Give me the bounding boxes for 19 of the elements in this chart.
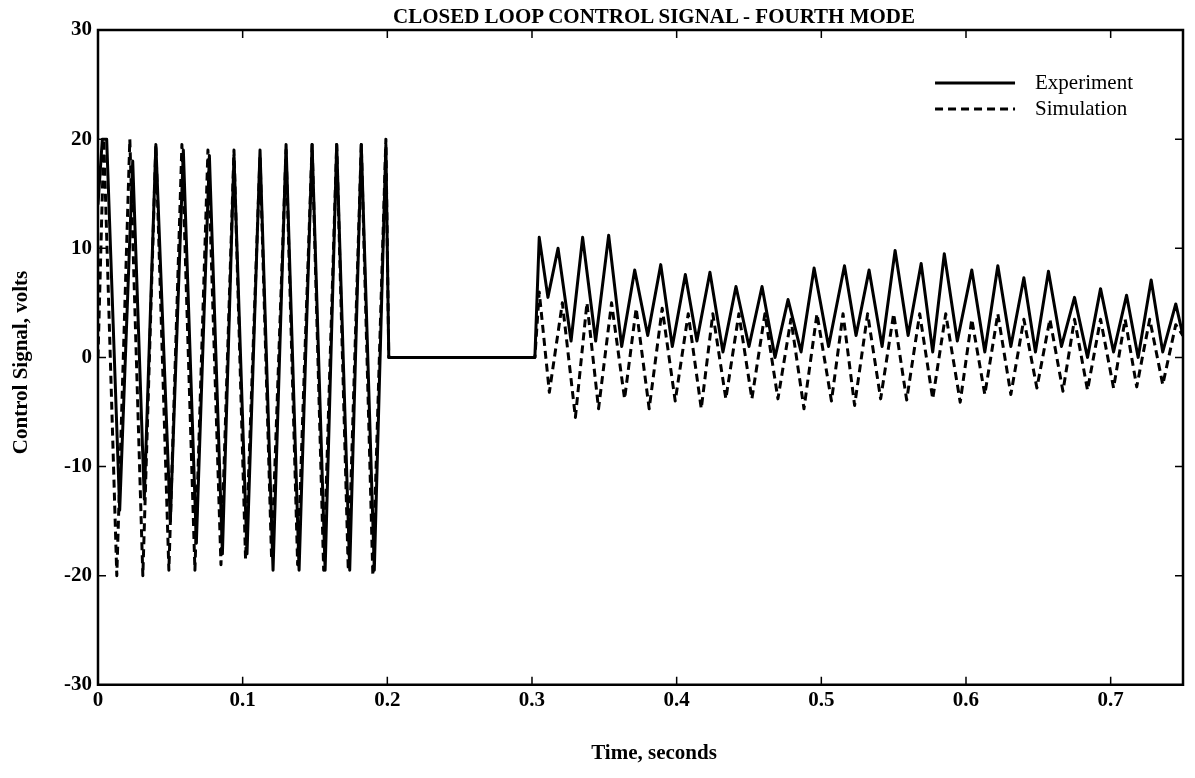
y-tick-label: 0 [81,343,92,368]
y-tick-label: -30 [63,671,92,696]
chart-title: CLOSED LOOP CONTROL SIGNAL - FOURTH MODE [392,4,916,29]
legend-label: Simulation [1035,95,1128,120]
y-tick-label: -20 [63,562,92,587]
x-tick-label: 0.1 [229,686,256,711]
x-tick-label: 0.5 [808,686,835,711]
x-tick-label: 0.7 [1097,686,1124,711]
y-tick-label: 30 [70,16,92,41]
y-tick-label: 20 [70,125,92,150]
legend-label: Experiment [1035,69,1134,94]
x-tick-label: 0.2 [374,686,401,711]
y-tick-label: -10 [63,452,92,477]
x-axis-title: Time, seconds [590,740,718,765]
y-tick-label: 10 [70,234,92,259]
y-axis-title: Control Signal, volts [7,269,33,457]
x-tick-label: 0.4 [663,686,691,711]
x-tick-label: 0.6 [952,686,980,711]
x-tick-label: 0.3 [518,686,546,711]
